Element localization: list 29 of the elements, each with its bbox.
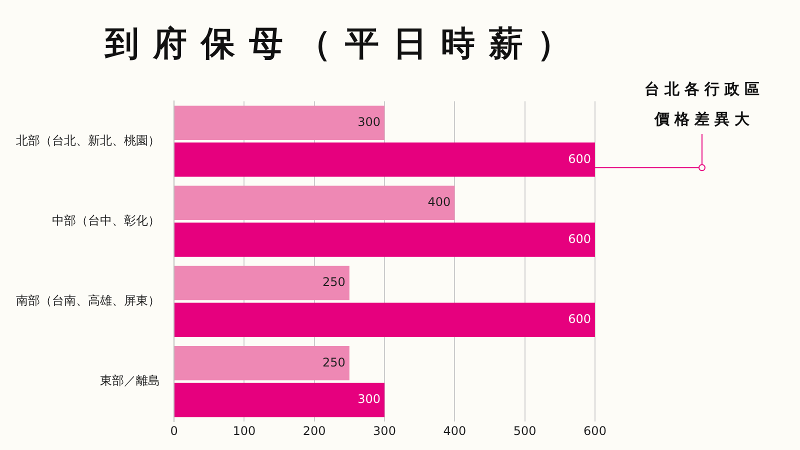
data-label: 300 xyxy=(358,114,380,129)
data-label: 300 xyxy=(358,392,380,406)
bar xyxy=(174,142,595,177)
x-tick-label: 0 xyxy=(170,424,178,438)
y-tick-label: 東部／離島 xyxy=(100,374,160,388)
y-tick-label: 中部（台中、彰化） xyxy=(52,213,160,228)
x-tick-label: 100 xyxy=(232,424,256,438)
data-label: 600 xyxy=(568,152,591,166)
data-label: 250 xyxy=(322,355,346,370)
bar xyxy=(174,382,384,418)
data-label: 250 xyxy=(322,275,346,290)
data-label: 600 xyxy=(568,312,591,326)
bar xyxy=(174,106,384,140)
y-tick-label: 南部（台南、高雄、屏東） xyxy=(16,294,160,308)
x-tick-label: 400 xyxy=(443,424,466,438)
x-tick-label: 200 xyxy=(302,424,326,438)
x-tick-label: 600 xyxy=(584,424,606,438)
y-tick-label: 北部（台北、新北、桃園） xyxy=(16,133,160,148)
data-label: 400 xyxy=(428,195,451,210)
bar xyxy=(174,186,455,220)
bar xyxy=(174,302,595,338)
text: 台北各行政區價格差異大 xyxy=(644,79,766,130)
bar xyxy=(174,266,350,300)
bar xyxy=(174,346,350,380)
data-label: 600 xyxy=(568,232,591,246)
bar xyxy=(174,222,595,257)
chart-title: 到府保母（平日時薪） xyxy=(105,24,585,64)
x-tick-label: 300 xyxy=(373,424,396,438)
x-tick-label: 500 xyxy=(513,424,536,438)
